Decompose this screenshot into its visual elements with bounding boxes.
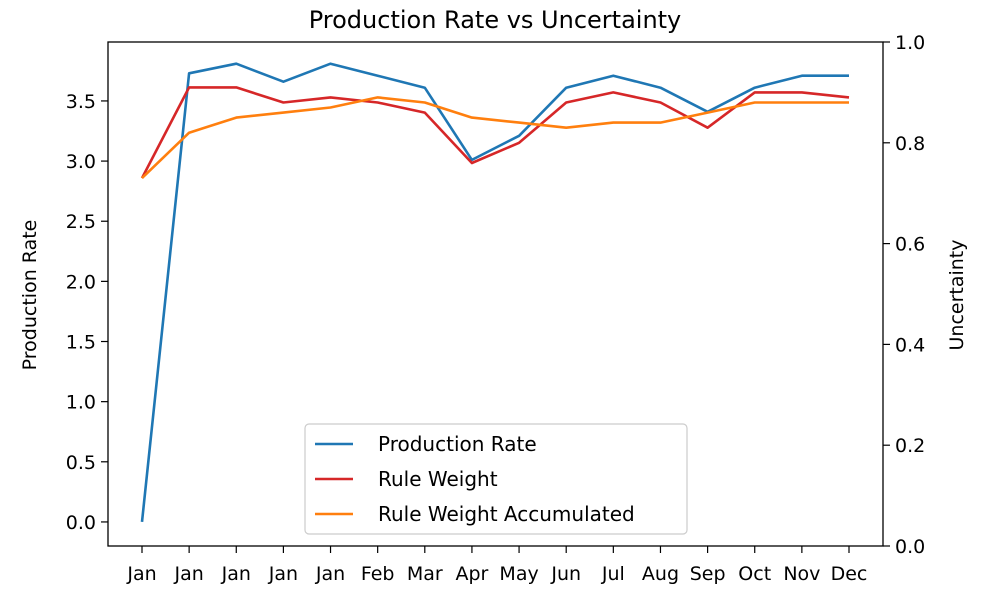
data-point-2-10 [611,120,615,124]
x-tick-label: Feb [361,563,395,585]
data-point-2-9 [564,125,568,129]
data-point-1-10 [611,90,615,94]
x-tick-label: Jun [550,563,581,585]
data-point-0-0 [140,520,144,524]
data-point-0-6 [423,86,427,90]
data-point-2-5 [375,95,379,99]
data-point-1-1 [187,85,191,89]
y-tick-label: 2.5 [66,211,96,233]
x-tick-label: Jan [315,563,345,585]
axes: 0.0 0.5 1.0 1.5 2.0 2.5 3.0 3.5 0.0 0.2 0.4 0.6 0.8 1… [66,32,925,585]
data-point-0-11 [658,86,662,90]
data-point-2-8 [517,120,521,124]
data-point-2-6 [423,100,427,104]
data-point-0-5 [375,73,379,77]
data-point-0-8 [517,134,521,138]
y2-tick-label: 0.6 [895,234,925,256]
data-point-1-15 [847,95,851,99]
data-point-0-1 [187,71,191,75]
x-tick-label: Dec [831,563,868,585]
legend-label-2: Rule Weight Accumulated [378,502,635,526]
x-tick-label: Jul [601,563,625,585]
x-tick-label: Mar [407,563,443,585]
data-point-1-6 [423,110,427,114]
plot-frame [107,41,884,547]
y-tick-label: 1.5 [66,332,96,354]
data-point-0-14 [800,73,804,77]
data-point-1-4 [328,95,332,99]
y-tick-label: 2.0 [66,271,96,293]
y2-tick-label: 0.4 [895,334,925,356]
y-tick-label: 3.5 [66,91,96,113]
data-point-2-3 [281,110,285,114]
data-point-0-3 [281,79,285,83]
data-point-2-4 [328,105,332,109]
x-tick-label: Jan [221,563,251,585]
series-line-2 [141,96,849,180]
data-point-2-12 [705,110,709,114]
x-tick-label: May [499,563,538,585]
data-point-2-0 [140,176,144,180]
y2-tick-label: 0.0 [895,536,925,558]
data-point-0-4 [328,61,332,65]
data-point-2-14 [800,100,804,104]
data-point-0-15 [847,73,851,77]
data-point-2-2 [234,115,238,119]
data-point-2-7 [470,115,474,119]
y-tick-label: 1.0 [66,392,96,414]
data-point-1-9 [564,100,568,104]
data-point-0-13 [753,86,757,90]
data-point-1-12 [705,125,709,129]
plot-area [140,61,851,524]
data-point-1-5 [375,100,379,104]
y2-tick-label: 0.2 [895,435,925,457]
legend-box [304,423,688,535]
x-tick-label: Nov [783,563,820,585]
data-point-1-2 [234,85,238,89]
x-tick-label: Oct [738,563,771,585]
y-tick-label: 0.5 [66,452,96,474]
data-point-0-2 [234,61,238,65]
y2-tick-label: 1.0 [895,32,925,54]
data-point-1-14 [800,90,804,94]
series-line-1 [140,86,850,179]
data-point-2-11 [658,120,662,124]
data-point-1-11 [658,100,662,104]
series-line-0 [140,62,849,523]
x-tick-label: Sep [690,563,726,585]
y2-axis-title: Uncertainty [946,239,968,350]
data-point-1-7 [470,161,474,165]
data-point-0-9 [564,86,568,90]
legend-label-0: Production Rate [378,432,537,456]
data-point-2-1 [187,131,191,135]
x-tick-label: Jan [173,563,203,585]
data-point-2-15 [847,100,851,104]
x-tick-label: Aug [642,563,679,585]
y-axis-title: Production Rate [19,220,41,371]
y-tick-label: 0.0 [66,512,96,534]
x-tick-label: Jan [126,563,156,585]
legend-label-1: Rule Weight [378,467,498,491]
data-point-1-13 [753,90,757,94]
y2-tick-label: 0.8 [895,133,925,155]
data-point-1-8 [517,141,521,145]
legend: Production Rate Rule Weight Rule Weight Ac… [304,423,688,535]
x-tick-label: Jan [268,563,298,585]
data-point-1-3 [281,100,285,104]
y-tick-label: 3.0 [66,151,96,173]
data-point-0-10 [611,73,615,77]
chart-title: Production Rate vs Uncertainty [309,6,682,34]
x-tick-label: Apr [455,563,488,585]
data-point-2-13 [753,100,757,104]
